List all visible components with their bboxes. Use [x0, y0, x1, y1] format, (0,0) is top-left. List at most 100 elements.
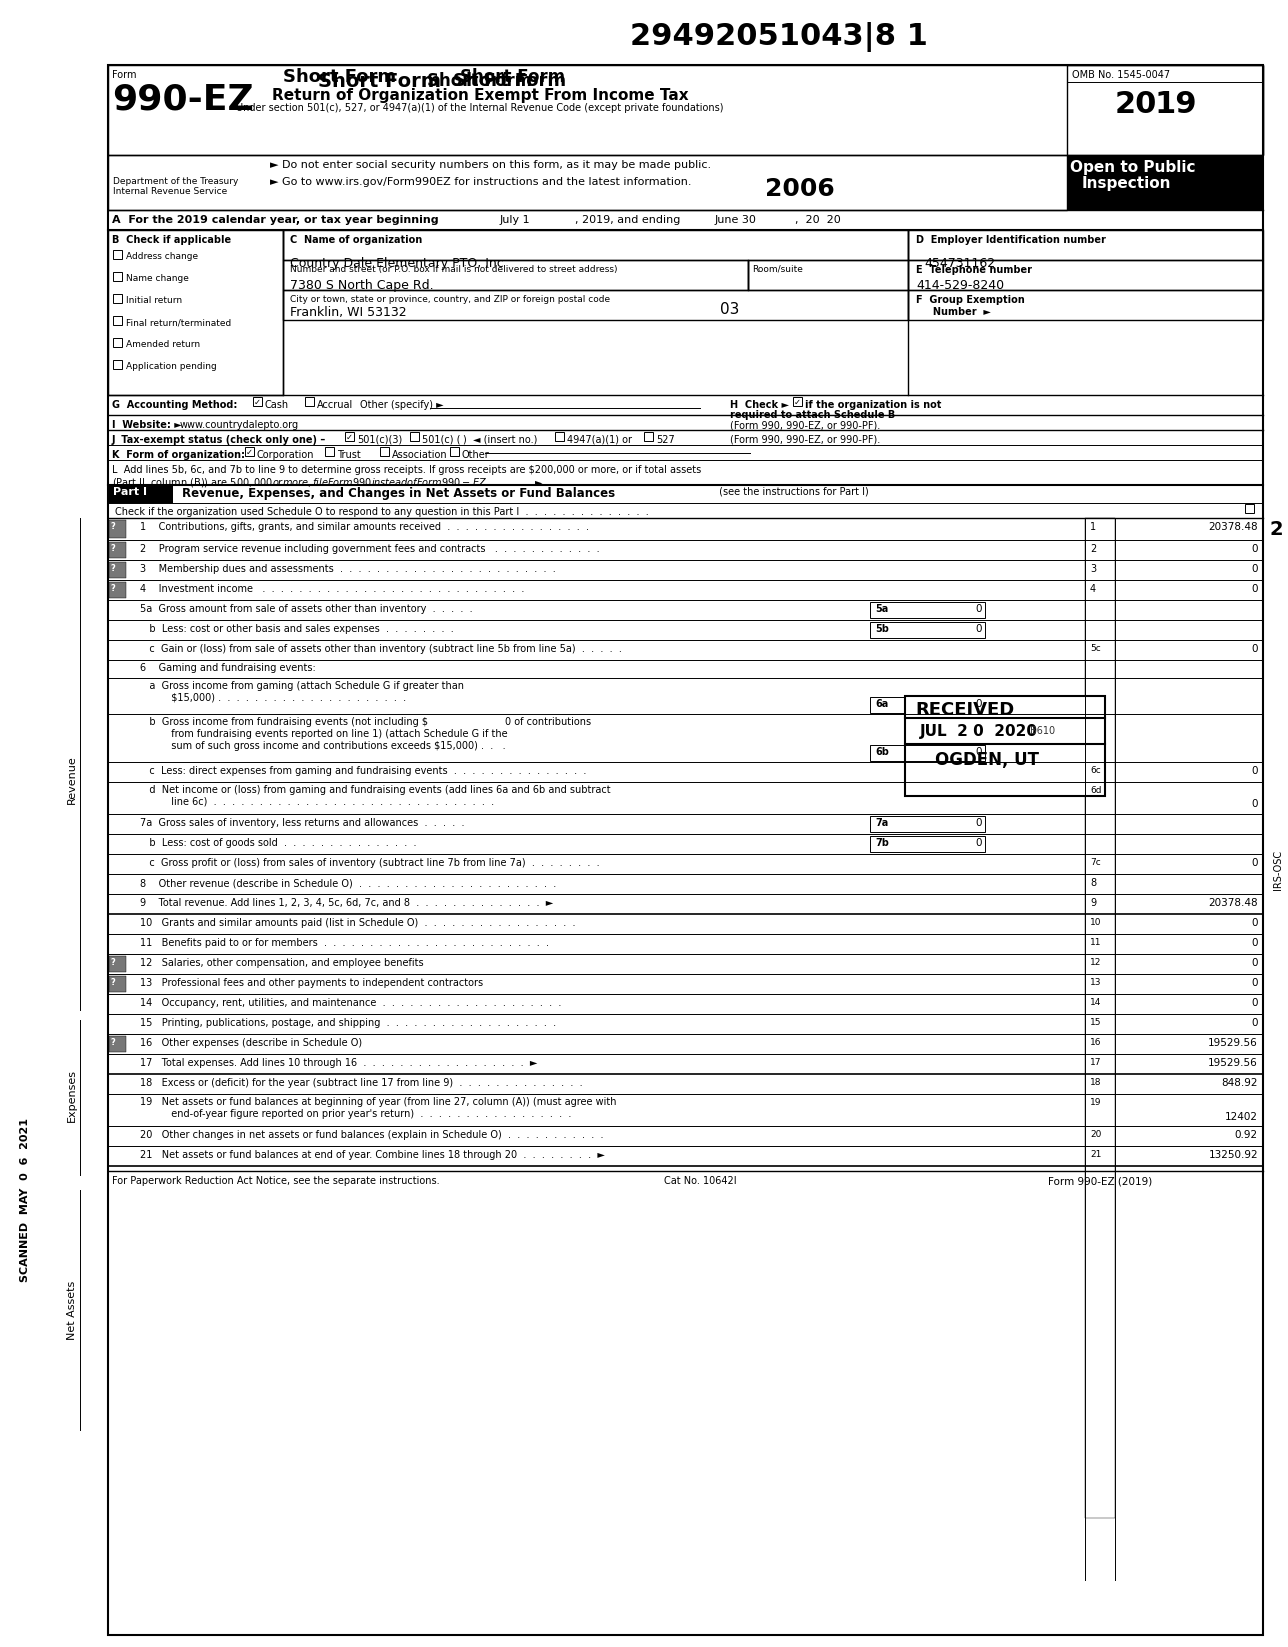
Bar	[748, 260, 908, 290]
Text: Number and street (or P.O. box if mail is not delivered to street address): Number and street (or P.O. box if mail i…	[290, 265, 617, 273]
Text: 4    Investment income   .  .  .  .  .  .  .  .  .  .  .  .  .  .  .  .  .  .  .: 4 Investment income . . . . . . . . . . …	[140, 585, 524, 595]
Bar	[113, 338, 122, 348]
Text: 2: 2	[1270, 520, 1284, 539]
Text: 6d: 6d	[1090, 786, 1101, 796]
Text: IRS-OSC: IRS-OSC	[1273, 850, 1283, 889]
Text: required to attach Schedule B: required to attach Schedule B	[730, 410, 895, 420]
Text: 12   Salaries, other compensation, and employee benefits: 12 Salaries, other compensation, and emp…	[140, 959, 424, 968]
Text: sum of such gross income and contributions exceeds $15,000) .  .   .: sum of such gross income and contributio…	[140, 741, 506, 751]
Text: 7c: 7c	[1090, 858, 1101, 866]
Bar	[108, 231, 283, 395]
Text: Initial return: Initial return	[126, 296, 182, 305]
Text: E  Telephone number: E Telephone number	[916, 265, 1032, 275]
Text: ?: ?	[109, 1038, 115, 1047]
Bar	[1066, 64, 1264, 155]
Text: 12402: 12402	[1225, 1112, 1258, 1122]
Text: ► Go to www.irs.gov/Form990EZ for instructions and the latest information.: ► Go to www.irs.gov/Form990EZ for instru…	[270, 176, 692, 188]
Bar	[1084, 519, 1115, 1519]
Text: 0: 0	[1252, 939, 1258, 949]
Text: 17   Total expenses. Add lines 10 through 16  .  .  .  .  .  .  .  .  .  .  .  .: 17 Total expenses. Add lines 10 through …	[140, 1057, 537, 1067]
Text: 11: 11	[1090, 939, 1101, 947]
Bar	[908, 260, 1264, 290]
Bar	[113, 316, 122, 324]
Text: d  Net income or (loss) from gaming and fundraising events (add lines 6a and 6b : d Net income or (loss) from gaming and f…	[140, 786, 611, 796]
Text: Final return/terminated: Final return/terminated	[126, 318, 232, 328]
Text: 0: 0	[1252, 644, 1258, 654]
Text: 8    Other revenue (describe in Schedule O)  .  .  .  .  .  .  .  .  .  .  .  . : 8 Other revenue (describe in Schedule O)…	[140, 878, 556, 888]
Text: line 6c)  .  .  .  .  .  .  .  .  .  .  .  .  .  .  .  .  .  .  .  .  .  .  .  .: line 6c) . . . . . . . . . . . . . . . .…	[140, 797, 495, 807]
Text: c  Less: direct expenses from gaming and fundraising events  .  .  .  .  .  .  .: c Less: direct expenses from gaming and …	[140, 766, 586, 776]
Text: (Form 990, 990-EZ, or 990-PF).: (Form 990, 990-EZ, or 990-PF).	[730, 435, 880, 445]
Text: Name change: Name change	[126, 273, 189, 283]
Text: 0.92: 0.92	[1235, 1130, 1258, 1140]
Bar	[113, 361, 122, 369]
Bar	[450, 446, 459, 456]
Text: 0: 0	[1252, 563, 1258, 575]
Text: Application pending: Application pending	[126, 362, 216, 371]
Bar	[283, 290, 908, 320]
Text: end-of-year figure reported on prior year's return)  .  .  .  .  .  .  .  .  .  : end-of-year figure reported on prior yea…	[140, 1108, 572, 1118]
Bar	[869, 837, 985, 851]
Text: 21   Net assets or fund balances at end of year. Combine lines 18 through 20  . : 21 Net assets or fund balances at end of…	[140, 1150, 605, 1159]
Text: 9: 9	[1090, 898, 1096, 907]
Bar	[345, 432, 354, 441]
Bar	[644, 432, 653, 441]
Text: 414-529-8240: 414-529-8240	[916, 278, 1005, 292]
Text: OGDEN, UT: OGDEN, UT	[935, 751, 1039, 769]
Text: www.countrydalepto.org: www.countrydalepto.org	[180, 420, 299, 430]
Bar	[109, 542, 126, 558]
Text: a  Gross income from gaming (attach Schedule G if greater than: a Gross income from gaming (attach Sched…	[140, 680, 464, 692]
Bar	[109, 1036, 126, 1052]
Text: 20: 20	[1115, 91, 1158, 119]
Text: Other (specify) ►: Other (specify) ►	[361, 400, 443, 410]
Text: Amended return: Amended return	[126, 339, 200, 349]
Text: 18: 18	[1090, 1079, 1101, 1087]
Text: 21: 21	[1090, 1150, 1101, 1159]
Text: 501(c) (: 501(c) (	[422, 435, 461, 445]
Text: ?: ?	[109, 563, 115, 573]
Text: 2006: 2006	[765, 176, 835, 201]
Bar	[113, 272, 122, 282]
Text: 1    Contributions, gifts, grants, and similar amounts received  .  .  .  .  .  : 1 Contributions, gifts, grants, and simi…	[140, 522, 589, 532]
Text: SCANNED  MAY  0  6  2021: SCANNED MAY 0 6 2021	[21, 1118, 30, 1281]
Bar	[108, 64, 1264, 155]
Text: July 1: July 1	[500, 216, 531, 226]
Text: (Part II, column (B)) are $500,000 or more, file Form 990 instead of Form 990-EZ: (Part II, column (B)) are $500,000 or mo…	[112, 476, 545, 489]
Text: L  Add lines 5b, 6c, and 7b to line 9 to determine gross receipts. If gross rece: L Add lines 5b, 6c, and 7b to line 9 to …	[112, 464, 701, 474]
Text: 6    Gaming and fundraising events:: 6 Gaming and fundraising events:	[140, 664, 316, 674]
Text: 527: 527	[656, 435, 675, 445]
Text: Franklin, WI 53132: Franklin, WI 53132	[290, 306, 407, 320]
Text: ?: ?	[109, 978, 115, 987]
Text: City or town, state or province, country, and ZIP or foreign postal code: City or town, state or province, country…	[290, 295, 611, 305]
Bar	[109, 977, 126, 991]
Text: 0: 0	[1252, 959, 1258, 968]
Text: 11   Benefits paid to or for members  .  .  .  .  .  .  .  .  .  .  .  .  .  .  : 11 Benefits paid to or for members . . .…	[140, 939, 549, 949]
Text: 1: 1	[1090, 522, 1096, 532]
Bar	[555, 432, 564, 441]
Text: Other: Other	[462, 450, 489, 460]
Text: 6b: 6b	[875, 748, 889, 758]
Text: Short Form: Short Form	[453, 72, 567, 91]
Text: B610: B610	[1030, 726, 1055, 736]
Text: Room/suite: Room/suite	[752, 265, 802, 273]
Text: June 30: June 30	[715, 216, 757, 226]
Bar	[109, 520, 126, 539]
Text: 8: 8	[1090, 878, 1096, 888]
Bar	[252, 397, 261, 407]
Text: 3: 3	[1090, 563, 1096, 575]
Text: Expenses: Expenses	[67, 1069, 77, 1122]
Text: 0: 0	[975, 748, 981, 758]
Bar	[410, 432, 419, 441]
Text: ?: ?	[109, 585, 115, 593]
Text: C  Name of organization: C Name of organization	[290, 236, 422, 245]
Text: ✓: ✓	[793, 399, 801, 407]
Text: 14: 14	[1090, 998, 1101, 1006]
Text: 19529.56: 19529.56	[1208, 1057, 1258, 1067]
Text: ✓: ✓	[346, 433, 353, 441]
Text: 3    Membership dues and assessments  .  .  .  .  .  .  .  .  .  .  .  .  .  .  : 3 Membership dues and assessments . . . …	[140, 563, 555, 575]
Text: JUL  2 0  2020: JUL 2 0 2020	[920, 725, 1038, 740]
Text: RECEIVED: RECEIVED	[914, 702, 1014, 720]
Text: 20378.48: 20378.48	[1208, 522, 1258, 532]
Text: 15   Printing, publications, postage, and shipping  .  .  .  .  .  .  .  .  .  .: 15 Printing, publications, postage, and …	[140, 1018, 556, 1028]
Text: 20378.48: 20378.48	[1208, 898, 1258, 907]
